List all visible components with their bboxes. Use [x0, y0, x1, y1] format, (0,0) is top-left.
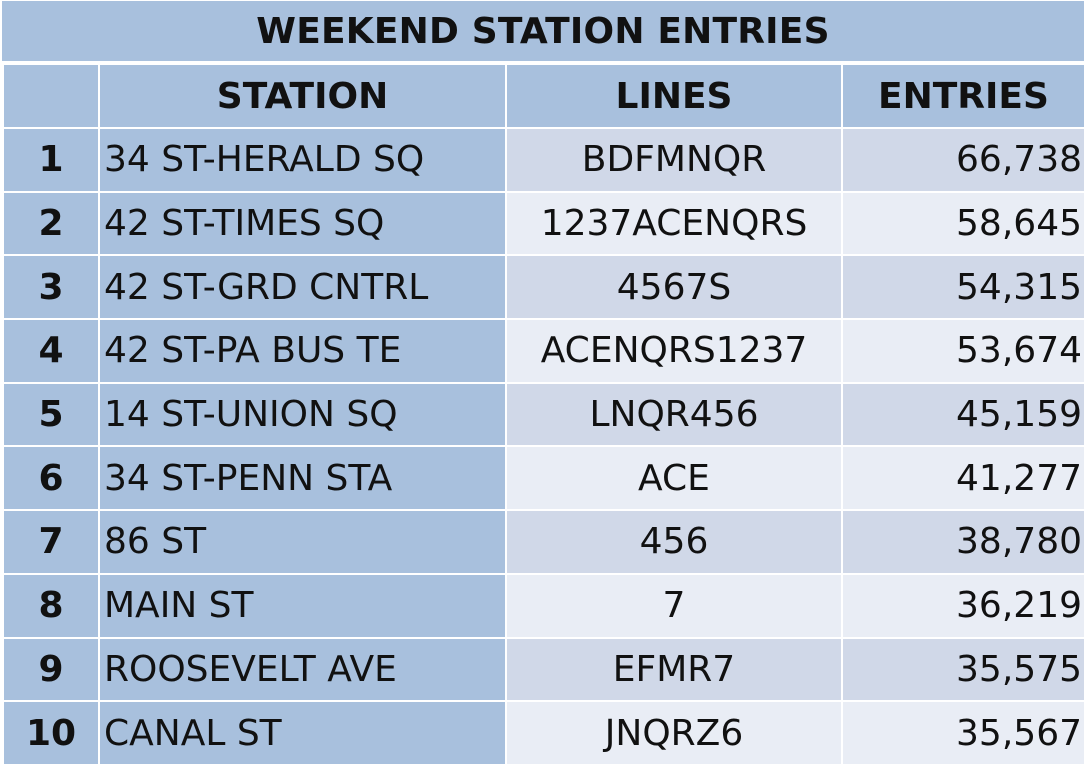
table-row: 4 42 ST-PA BUS TE ACENQRS1237 53,674 — [2, 318, 1084, 384]
rank-cell: 1 — [2, 127, 100, 193]
entries-cell: 38,780 — [841, 509, 1084, 575]
station-cell: 42 ST-PA BUS TE — [98, 318, 507, 384]
lines-cell: 4567S — [505, 254, 843, 321]
rank-cell: 5 — [2, 381, 100, 448]
rank-cell: 3 — [2, 254, 100, 321]
table-title: WEEKEND STATION ENTRIES — [2, 1, 1084, 63]
table-row: 5 14 ST-UNION SQ LNQR456 45,159 — [2, 381, 1084, 448]
table-row: 6 34 ST-PENN STA ACE 41,277 — [2, 445, 1084, 512]
entries-cell: 66,738 — [841, 127, 1084, 193]
rank-cell: 2 — [2, 190, 100, 257]
station-cell: CANAL ST — [98, 700, 507, 766]
header-row: STATION LINES ENTRIES — [2, 63, 1084, 129]
lines-cell: ACENQRS1237 — [505, 318, 843, 384]
station-column-header: STATION — [98, 63, 507, 129]
station-cell: 86 ST — [98, 509, 507, 575]
lines-cell: BDFMNQR — [505, 127, 843, 193]
lines-cell: LNQR456 — [505, 381, 843, 448]
station-cell: 34 ST-HERALD SQ — [98, 127, 507, 193]
lines-cell: 456 — [505, 509, 843, 575]
lines-cell: 7 — [505, 572, 843, 639]
rank-cell: 6 — [2, 445, 100, 512]
station-cell: 42 ST-GRD CNTRL — [98, 254, 507, 321]
entries-cell: 41,277 — [841, 445, 1084, 512]
data-table: STATION LINES ENTRIES 1 34 ST-HERALD SQ BD… — [2, 63, 1084, 766]
table-row: 1 34 ST-HERALD SQ BDFMNQR 66,738 — [2, 127, 1084, 193]
rank-cell: 4 — [2, 318, 100, 384]
entries-cell: 54,315 — [841, 254, 1084, 321]
lines-cell: JNQRZ6 — [505, 700, 843, 766]
table-row: 7 86 ST 456 38,780 — [2, 509, 1084, 575]
rank-cell: 9 — [2, 636, 100, 703]
lines-cell: EFMR7 — [505, 636, 843, 703]
rank-column-header — [2, 63, 100, 129]
station-cell: 14 ST-UNION SQ — [98, 381, 507, 448]
entries-cell: 45,159 — [841, 381, 1084, 448]
lines-column-header: LINES — [505, 63, 843, 129]
entries-cell: 35,575 — [841, 636, 1084, 703]
table-row: 8 MAIN ST 7 36,219 — [2, 572, 1084, 639]
table-row: 2 42 ST-TIMES SQ 1237ACENQRS 58,645 — [2, 190, 1084, 257]
rank-cell: 10 — [2, 700, 100, 766]
entries-cell: 53,674 — [841, 318, 1084, 384]
station-cell: 42 ST-TIMES SQ — [98, 190, 507, 257]
rank-cell: 7 — [2, 509, 100, 575]
entries-column-header: ENTRIES — [841, 63, 1084, 129]
rank-cell: 8 — [2, 572, 100, 639]
entries-cell: 58,645 — [841, 190, 1084, 257]
station-cell: 34 ST-PENN STA — [98, 445, 507, 512]
lines-cell: 1237ACENQRS — [505, 190, 843, 257]
station-cell: MAIN ST — [98, 572, 507, 639]
lines-cell: ACE — [505, 445, 843, 512]
station-cell: ROOSEVELT AVE — [98, 636, 507, 703]
table-row: 10 CANAL ST JNQRZ6 35,567 — [2, 700, 1084, 766]
table-row: 9 ROOSEVELT AVE EFMR7 35,575 — [2, 636, 1084, 703]
table-row: 3 42 ST-GRD CNTRL 4567S 54,315 — [2, 254, 1084, 321]
entries-cell: 35,567 — [841, 700, 1084, 766]
entries-cell: 36,219 — [841, 572, 1084, 639]
